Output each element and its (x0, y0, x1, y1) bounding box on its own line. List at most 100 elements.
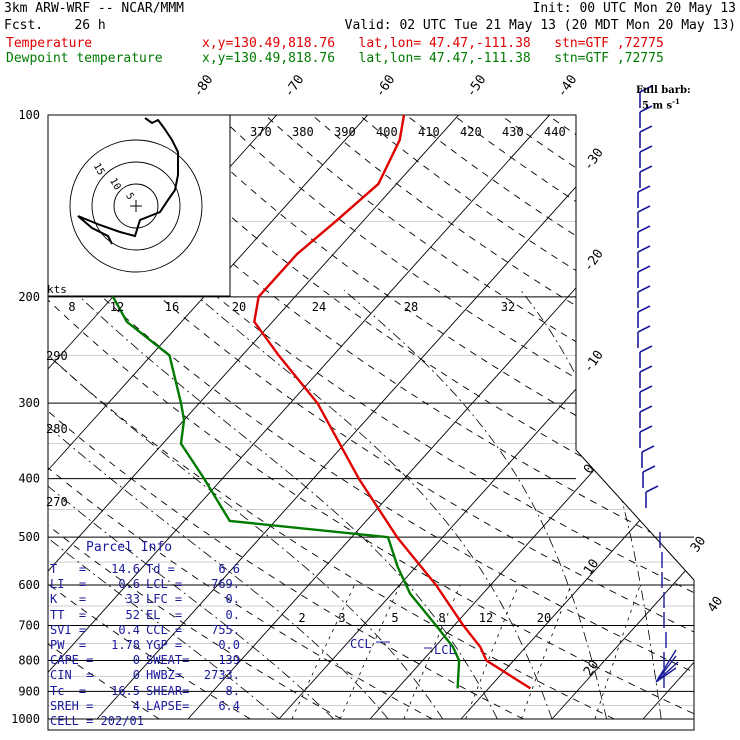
dry-adiabat-line (48, 115, 694, 720)
parcel-value: 6.4 (218, 698, 240, 713)
wind-barb-flag (645, 485, 659, 493)
temperature-location: x,y=130.49,818.76 lat,lon= 47.47,-111.38… (202, 36, 664, 51)
isotherm-line (96, 115, 641, 720)
wind-barb-cluster (655, 649, 679, 683)
mixing-ratio-line (465, 584, 519, 720)
parcel-param: K = (50, 592, 87, 607)
dry-adiabat-line (217, 115, 694, 720)
parcel-value: 0.4 (118, 622, 140, 637)
lcl-label: LCL (434, 643, 456, 657)
barb-legend-exp: -1 (672, 97, 680, 106)
parcel-param: SHEAR= (146, 683, 190, 698)
wind-barb-flag (637, 265, 651, 273)
parcel-param: LAPSE= (146, 698, 190, 713)
parcel-param: YGP = (146, 638, 183, 653)
dry-adiabat-line (48, 115, 694, 720)
parcel-row: TT = 52 EL = 0. (50, 608, 240, 623)
hodograph-ring (69, 139, 203, 273)
moist-adiabat-line (190, 289, 553, 720)
theta-label: 290 (46, 349, 68, 363)
dry-adiabat-line (48, 115, 251, 720)
hodograph-ring-label: 10 (107, 176, 123, 192)
temperature-legend: Temperature (6, 36, 93, 51)
parcel-value: 0 (132, 668, 140, 683)
mixing-ratio-label: 32 (501, 300, 515, 314)
theta-label: 400 (376, 125, 398, 139)
dry-adiabat-line (48, 115, 433, 720)
mixing-ratio-label: 8 (68, 300, 75, 314)
parcel-value: 52 (125, 607, 140, 622)
parcel-param: CCL = (146, 622, 183, 637)
pressure-label: 700 (18, 618, 40, 632)
parcel-value: 0.6 (118, 577, 140, 592)
hodograph-ring (113, 183, 159, 229)
moist-adiabat-line (48, 289, 334, 720)
parcel-row: LI = 0.6 LCL = 769. (50, 577, 240, 592)
pressure-label: 1000 (11, 712, 40, 726)
theta-label: 440 (544, 125, 566, 139)
parcel-param: LI = (50, 577, 87, 592)
parcel-param: LFC = (146, 592, 183, 607)
isotherm-line (551, 115, 694, 720)
pressure-label: 600 (18, 578, 40, 592)
moist-adiabat-line (668, 290, 694, 720)
theta-label: 390 (334, 125, 356, 139)
hodograph-units: kts (47, 283, 67, 296)
parcel-param: EL = (146, 607, 183, 622)
dry-adiabat-line (48, 115, 694, 720)
mixing-ratio-label: 3 (338, 611, 345, 625)
theta-label: 430 (502, 125, 524, 139)
theta-label: 380 (292, 125, 314, 139)
dry-adiabat-line (358, 115, 694, 720)
pressure-label: 800 (18, 653, 40, 667)
wind-barb-flag (639, 165, 653, 173)
isotherm-label: -10 (581, 348, 607, 376)
mixing-ratio-line (291, 584, 355, 720)
parcel-value: 0. (225, 607, 240, 622)
dry-adiabat-line (311, 115, 694, 720)
isotherm-line (278, 115, 694, 720)
moist-adiabat-line (343, 289, 607, 720)
theta-label: 270 (46, 495, 68, 509)
theta-label: 410 (418, 125, 440, 139)
parcel-value (194, 714, 240, 729)
barb-legend: Full barb: 5 m s-1 (636, 85, 691, 111)
moist-adiabat-line (72, 289, 498, 720)
parcel-row: CELL = 202/01 (50, 714, 240, 729)
dry-adiabat-line (405, 115, 694, 720)
barb-legend-title: Full barb: (636, 85, 691, 96)
parcel-row: CAPE = 0 SWEAT= 139 (50, 653, 240, 668)
parcel-param: CAPE = (50, 653, 94, 668)
isotherm-label: -50 (464, 72, 490, 100)
moist-adiabat-line (48, 289, 444, 720)
parcel-param: Tc = (50, 683, 87, 698)
isotherm-label: -20 (581, 247, 607, 275)
isotherm-line (187, 115, 694, 720)
parcel-param: T = (50, 562, 87, 576)
parcel-value: 4 (132, 698, 140, 713)
barb-legend-value: 5 m s (642, 100, 673, 112)
wind-barb-flag (639, 405, 653, 413)
wind-barb-flag (637, 305, 651, 313)
dry-adiabat-line (48, 115, 342, 720)
parcel-value: 6.6 (218, 562, 240, 576)
hodograph-ring (91, 161, 181, 251)
pressure-label: 900 (18, 684, 40, 698)
parcel-value: 0.0 (218, 638, 240, 653)
wind-barb-flag (637, 205, 651, 213)
isotherm-label: -40 (555, 72, 581, 100)
parcel-param (140, 714, 194, 729)
pressure-label: 500 (18, 530, 40, 544)
init-time: Init: 00 UTC Mon 20 May 13 (532, 1, 737, 16)
parcel-value: 0. (225, 592, 240, 607)
mixing-ratio-label: 20 (537, 611, 551, 625)
isotherm-label: 30 (688, 534, 709, 555)
mixing-ratio-label: 16 (165, 300, 179, 314)
mixing-ratio-line (339, 584, 401, 720)
parcel-row: SVI = 0.4 CCL = 755. (50, 623, 240, 638)
wind-barb-flag (639, 385, 653, 393)
dewpoint-legend: Dewpoint temperature (6, 51, 163, 66)
dry-adiabat-line (48, 115, 694, 720)
mixing-ratio-label: 12 (479, 611, 493, 625)
theta-label: 420 (460, 125, 482, 139)
